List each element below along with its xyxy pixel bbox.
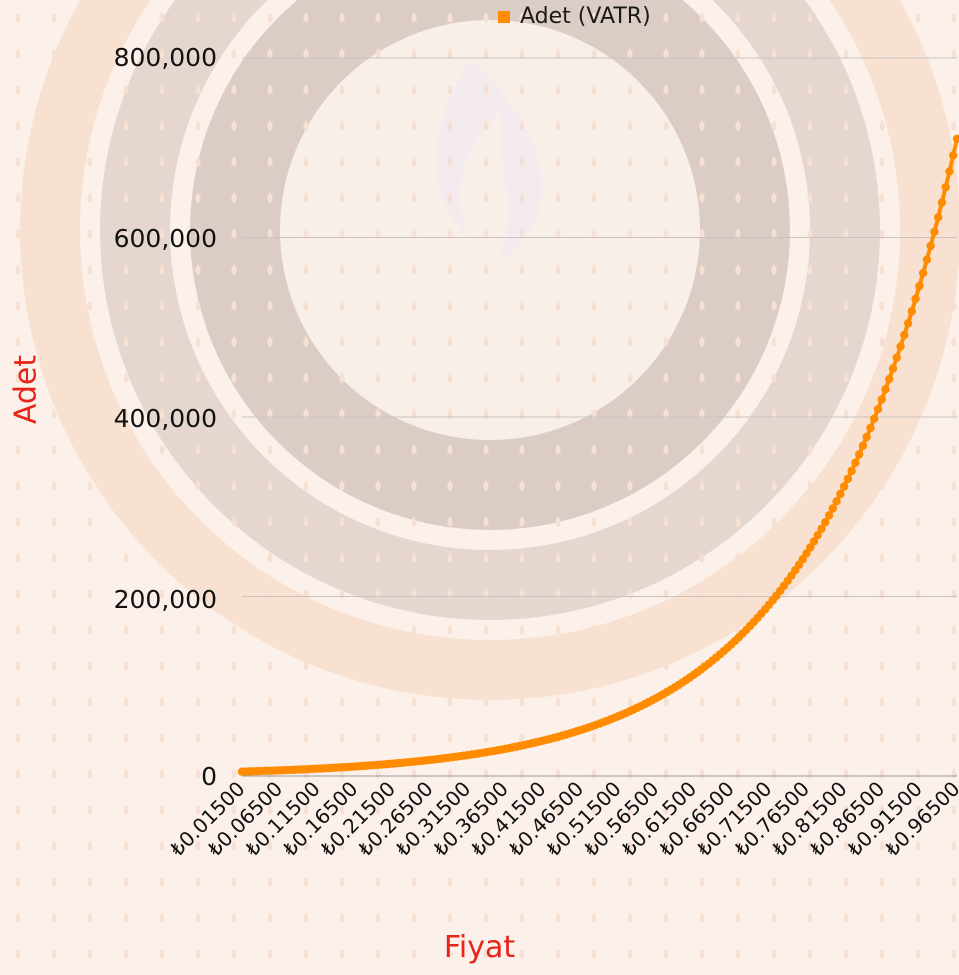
data-point [862, 432, 871, 442]
y-tick-label: 600,000 [113, 224, 217, 253]
data-point [817, 524, 826, 533]
data-point [843, 474, 853, 483]
series-points [237, 134, 959, 776]
y-tick-label: 400,000 [113, 404, 217, 433]
data-point [888, 364, 898, 373]
data-point [922, 255, 932, 264]
data-point [952, 134, 959, 143]
legend-swatch [498, 10, 510, 23]
data-point [806, 543, 815, 552]
data-point [918, 268, 928, 278]
data-point [836, 489, 845, 499]
legend-label: Adet (VATR) [520, 4, 651, 29]
data-point [873, 404, 883, 414]
data-point [851, 458, 860, 467]
data-point [870, 414, 879, 423]
y-tick-label: 0 [201, 762, 217, 791]
data-point [809, 537, 819, 546]
data-point [896, 342, 905, 351]
data-point [941, 182, 950, 192]
data-point [937, 198, 947, 207]
data-point [945, 167, 954, 176]
data-point [828, 504, 838, 513]
series-line-adet-vatr [241, 138, 959, 774]
data-point [949, 151, 958, 160]
y-axis-title: Adet [8, 354, 44, 425]
data-point [885, 374, 894, 384]
x-tick-labels: ₺0.01500₺0.06500₺0.11500₺0.16500₺0.21500… [165, 777, 959, 861]
data-point [933, 213, 943, 222]
grid-lines [242, 57, 957, 777]
data-point [911, 294, 920, 304]
data-point [858, 441, 868, 451]
data-point [930, 227, 939, 236]
data-point [881, 385, 890, 394]
data-point [821, 517, 830, 527]
y-tick-label: 800,000 [113, 43, 217, 72]
data-point [892, 353, 901, 362]
data-point [854, 450, 864, 459]
data-point [832, 497, 841, 506]
data-point [824, 511, 834, 520]
data-point [903, 319, 913, 328]
x-axis-title: Fiyat [443, 930, 516, 965]
data-point [877, 395, 886, 404]
legend: Adet (VATR) [498, 4, 651, 29]
data-point [866, 423, 875, 433]
data-point [839, 482, 849, 491]
y-tick-label: 200,000 [113, 585, 217, 614]
data-point [900, 330, 909, 340]
data-point [926, 241, 935, 251]
data-point [915, 281, 924, 291]
data-point [813, 530, 822, 540]
data-point [907, 307, 917, 316]
data-point [847, 466, 856, 476]
